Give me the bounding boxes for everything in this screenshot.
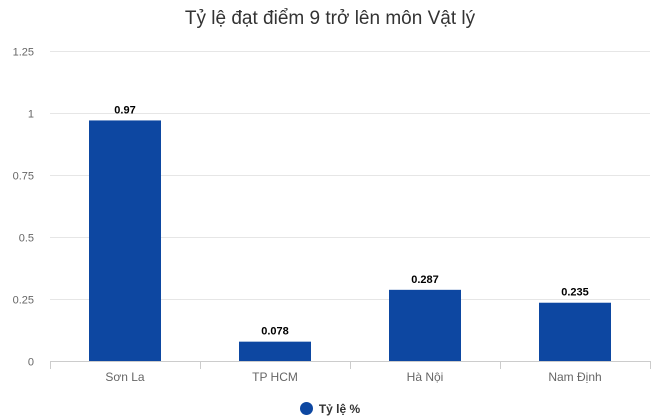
bar[interactable]: [239, 341, 311, 361]
data-label: 0.97: [114, 104, 135, 116]
x-category-label: Hà Nội: [407, 370, 444, 384]
x-category-label: TP HCM: [252, 370, 298, 384]
bar[interactable]: [389, 289, 461, 361]
data-label: 0.078: [261, 326, 289, 338]
y-tick-label: 0: [28, 357, 34, 369]
y-axis-ticks: 0 0.25 0.5 0.75 1 1.25: [13, 47, 34, 369]
x-category-label: Nam Định: [548, 370, 601, 384]
x-category-label: Sơn La: [105, 370, 145, 384]
data-label: 0.287: [411, 274, 439, 286]
legend[interactable]: Tỷ lệ %: [0, 401, 660, 416]
y-tick-label: 1: [28, 109, 34, 121]
bars: [89, 120, 611, 361]
chart-title: Tỷ lệ đạt điểm 9 trở lên môn Vật lý: [184, 8, 476, 29]
y-tick-label: 0.5: [19, 233, 34, 245]
y-tick-label: 0.75: [13, 171, 34, 183]
legend-marker-icon: [299, 402, 313, 416]
legend-label: Tỷ lệ %: [318, 401, 361, 416]
gridlines: [50, 51, 651, 369]
data-labels: 0.97 0.078 0.287 0.235: [114, 104, 588, 337]
y-tick-label: 0.25: [13, 295, 34, 307]
y-tick-label: 1.25: [13, 47, 34, 59]
data-label: 0.235: [561, 287, 589, 299]
bar[interactable]: [539, 302, 611, 361]
x-axis-categories: Sơn La TP HCM Hà Nội Nam Định: [105, 370, 601, 384]
bar[interactable]: [89, 120, 161, 361]
